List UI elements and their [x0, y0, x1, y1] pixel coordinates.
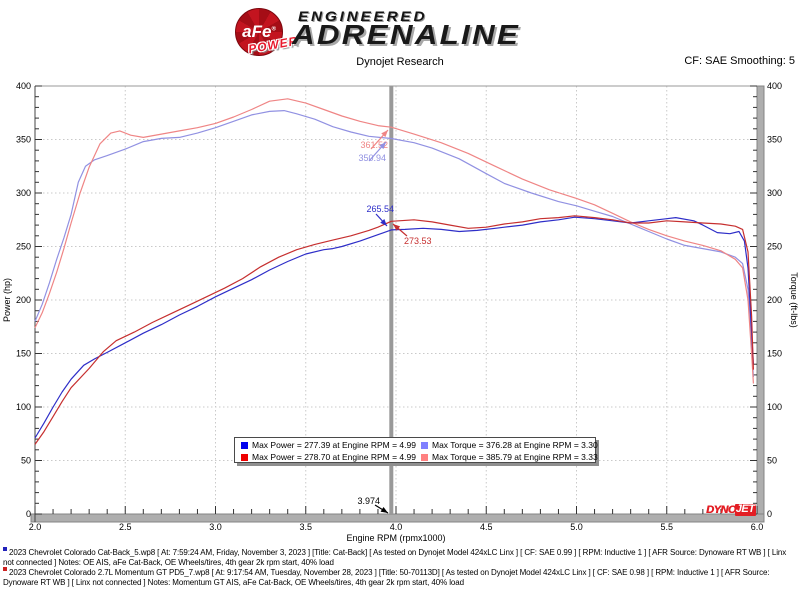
annotation-value-label: 361.52	[360, 140, 388, 150]
afe-brand-logo: aFe® POWER ENGINEERED ADRENALINE	[232, 5, 572, 56]
adrenaline-text: ADRENALINE	[292, 19, 520, 50]
right-axis-tick-label: 300	[767, 188, 782, 198]
annotation-value-label: 265.54	[366, 204, 394, 214]
annotation-arrowhead	[393, 224, 401, 231]
curve-power-momentum	[34, 215, 754, 445]
left-axis-tick-label: 0	[26, 509, 31, 519]
annotation-arrowhead	[381, 130, 388, 138]
page-title: Dynojet Research	[356, 56, 444, 68]
legend-label: Max Power = 278.70 at Engine RPM = 4.99	[252, 452, 416, 462]
run-info-momentum: 2023 Chevrolet Colorado 2.7L Momentum GT…	[3, 567, 798, 588]
dynojet-logo-dyno: DYNO	[706, 504, 736, 516]
run-marker-blue	[3, 547, 7, 551]
right-axis-tick-label: 400	[767, 81, 782, 91]
x-axis-tick-label: 6.0	[751, 522, 764, 532]
right-axis-tick-label: 150	[767, 349, 782, 359]
x-axis-tick-label: 4.0	[390, 522, 403, 532]
x-axis-tick-label: 3.0	[209, 522, 222, 532]
left-axis-tick-label: 350	[16, 135, 31, 145]
legend-swatch-salmon	[421, 453, 428, 461]
legend-item-max-torque-baseline: Max Torque = 376.28 at Engine RPM = 3.30	[421, 440, 598, 450]
run-info-text: 2023 Chevrolet Colorado 2.7L Momentum GT…	[3, 568, 770, 587]
legend-swatch-lightblue	[421, 441, 428, 449]
legend-item-max-power-baseline: Max Power = 277.39 at Engine RPM = 4.99	[241, 440, 421, 450]
annotation-arrowhead	[380, 218, 387, 226]
legend-item-max-torque-momentum: Max Torque = 385.79 at Engine RPM = 3.33	[421, 452, 598, 462]
afe-logo-circle: aFe®	[235, 8, 283, 56]
x-axis-tick-label: 5.0	[570, 522, 583, 532]
curve-torque-baseline	[34, 109, 754, 378]
right-axis-tick-label: 50	[767, 456, 777, 466]
left-axis-tick-label: 200	[16, 295, 31, 305]
dynojet-logo-jet: JET	[734, 503, 757, 516]
x-axis-tick-label: 3.5	[299, 522, 312, 532]
x-axis-tick-label: 5.5	[660, 522, 673, 532]
left-axis-tick-label: 50	[21, 456, 31, 466]
run-info-text: 2023 Chevrolet Colorado Cat-Back_5.wp8 […	[3, 548, 787, 567]
x-axis-title: Engine RPM (rpmx1000)	[346, 533, 445, 543]
legend-label: Max Power = 277.39 at Engine RPM = 4.99	[252, 440, 416, 450]
x-axis-tick-label: 2.0	[29, 522, 42, 532]
curve-power-baseline	[34, 216, 754, 439]
right-axis-title: Torque (ft-lbs)	[789, 272, 799, 328]
right-axis-tick-label: 0	[767, 509, 772, 519]
legend-swatch-red	[241, 453, 248, 461]
dyno-chart[interactable]: 0 0 50 50 100 100 150 150 200 200 250 250 300 300 350 3…	[0, 0, 800, 545]
engineered-text: ENGINEERED	[298, 8, 428, 24]
chart-legend: Max Power = 277.39 at Engine RPM = 4.99 …	[234, 437, 598, 463]
left-axis-title: Power (hp)	[2, 278, 12, 322]
afe-logo-text: aFe®	[242, 22, 276, 41]
annotation-arrowhead	[379, 142, 386, 150]
bottom-axis-bar	[30, 513, 765, 523]
right-axis-tick-label: 350	[767, 135, 782, 145]
left-axis-tick-label: 250	[16, 242, 31, 252]
annotation-arrowhead	[380, 506, 388, 513]
legend-label: Max Torque = 376.28 at Engine RPM = 3.30	[432, 440, 598, 450]
right-axis-tick-label: 100	[767, 402, 782, 412]
annotation-value-label: 273.53	[404, 236, 432, 246]
legend-label: Max Torque = 385.79 at Engine RPM = 3.33	[432, 452, 598, 462]
annotation-value-label: 3.974	[357, 496, 380, 506]
left-axis-tick-label: 400	[16, 81, 31, 91]
right-axis-tick-label: 250	[767, 242, 782, 252]
dynojet-logo: DYNO JET	[706, 503, 757, 516]
x-axis-tick-label: 2.5	[119, 522, 132, 532]
right-axis-tick-label: 200	[767, 295, 782, 305]
legend-item-max-power-momentum: Max Power = 278.70 at Engine RPM = 4.99	[241, 452, 421, 462]
annotation-value-label: 350.94	[358, 153, 386, 163]
run-info-baseline: 2023 Chevrolet Colorado Cat-Back_5.wp8 […	[3, 547, 798, 568]
legend-swatch-blue	[241, 441, 248, 449]
right-axis-bar	[756, 85, 765, 523]
left-axis-tick-label: 150	[16, 349, 31, 359]
left-axis-tick-label: 100	[16, 402, 31, 412]
run-marker-red	[3, 567, 7, 571]
left-axis-tick-label: 300	[16, 188, 31, 198]
cf-smoothing-setting: CF: SAE Smoothing: 5	[684, 55, 795, 67]
x-axis-tick-label: 4.5	[480, 522, 493, 532]
curve-torque-momentum	[34, 98, 754, 384]
